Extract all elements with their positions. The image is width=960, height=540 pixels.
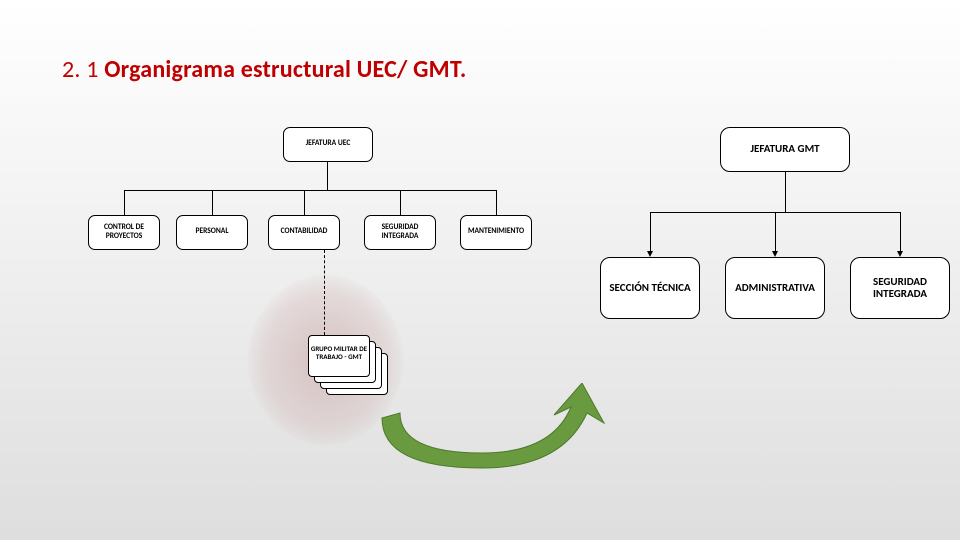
connector-dashed [324,250,325,335]
node-label: SECCIÓN TÉCNICA [609,282,690,294]
connector [124,190,125,215]
node-label: CONTABILIDAD [281,228,328,236]
page-title: 2. 1 Organigrama estructural UEC/ GMT. [62,55,467,84]
node-seccion-tecnica: SECCIÓN TÉCNICA [600,257,700,319]
connector [400,190,401,215]
node-label: PERSONAL [195,228,228,236]
node-seguridad-integrada: SEGURIDAD INTEGRADA [364,215,436,250]
gmt-stack-label: GRUPO MILITAR DE TRABAJO - GMT [308,345,370,360]
node-jefatura-uec: JEFATURA UEC [283,127,373,162]
connector [900,212,901,251]
connector [496,190,497,215]
connector [124,190,496,191]
connector [775,212,776,251]
connector [212,190,213,215]
title-main: Organigrama estructural UEC/ GMT. [104,55,466,84]
node-label: GRUPO MILITAR DE TRABAJO - GMT [311,344,367,361]
node-seguridad-integrada-gmt: SEGURIDAD INTEGRADA [850,257,950,319]
connector [785,172,786,212]
connector [327,162,328,190]
node-administrativa: ADMINISTRATIVA [725,257,825,319]
connector [650,212,651,251]
node-control-proyectos: CONTROL DE PROYECTOS [88,215,160,250]
title-prefix: 2. 1 [62,55,104,84]
node-label: CONTROL DE PROYECTOS [93,224,155,241]
node-label: JEFATURA UEC [306,140,351,148]
curved-arrow-icon [352,383,612,483]
node-label: ADMINISTRATIVA [735,282,815,294]
node-label: MANTENIMIENTO [468,228,524,236]
node-mantenimiento: MANTENIMIENTO [460,215,532,250]
node-label: JEFATURA GMT [750,143,819,155]
node-contabilidad: CONTABILIDAD [268,215,340,250]
org-chart-slide: 2. 1 Organigrama estructural UEC/ GMT. J… [0,0,960,540]
node-label: SEGURIDAD INTEGRADA [369,224,431,241]
node-label: SEGURIDAD INTEGRADA [855,276,945,300]
node-jefatura-gmt: JEFATURA GMT [720,127,850,172]
node-personal: PERSONAL [176,215,248,250]
connector [304,190,305,215]
